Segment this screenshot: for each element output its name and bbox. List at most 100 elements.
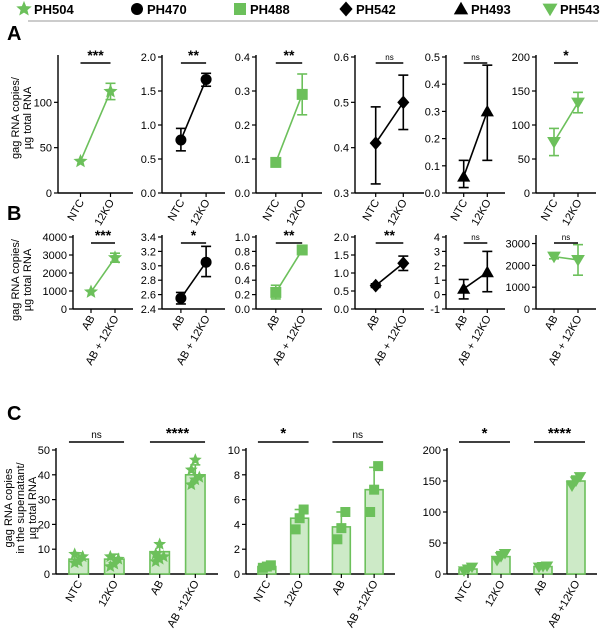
x-tick-label: AB	[170, 314, 188, 333]
ylabel-c-line3: µg total RNA	[27, 476, 39, 539]
y-tick-label: 100	[34, 97, 52, 109]
y-tick-label: 3.2	[141, 246, 156, 258]
y-tick-label: 1000	[43, 286, 67, 298]
data-point-diamond	[369, 136, 382, 151]
ylabel-c-line2: in the supernatant/	[15, 461, 27, 553]
data-point-square	[298, 504, 309, 515]
chart-a5: 0.0 0.1 0.2 0.3 0.4 0.5 NTC 12KO ns	[425, 52, 505, 228]
y-tick-label: 0.1	[235, 154, 250, 166]
y-tick-label: 2.8	[141, 275, 156, 287]
y-tick-label: 0	[435, 569, 441, 581]
y-tick-label: 2	[434, 261, 440, 273]
series-line	[79, 91, 112, 162]
y-tick-label: 0.4	[235, 275, 250, 287]
y-tick-label: 50	[40, 143, 52, 155]
y-tick-label: 2000	[506, 260, 530, 272]
x-tick-label: 12KO	[282, 578, 307, 609]
significance-label: ns	[471, 233, 479, 242]
x-tick-label: AB	[265, 314, 283, 333]
significance-label: *	[482, 425, 488, 442]
series-line	[275, 249, 303, 293]
y-tick-label: 0.4	[334, 143, 349, 155]
chart-a4: 0.3 0.4 0.5 0.6 NTC 12KO ns	[334, 52, 424, 228]
series-line	[553, 102, 579, 143]
data-point-circle	[175, 292, 187, 304]
ylabel-a-line1: gag RNA copies/	[10, 76, 22, 159]
data-point-star	[157, 549, 171, 563]
panel-label-b: B	[7, 203, 21, 225]
data-point-star	[184, 463, 198, 476]
series-line	[375, 262, 404, 287]
significance-label: **	[284, 47, 295, 63]
data-point-triangle-down	[465, 562, 479, 574]
y-tick-label: 0.5	[334, 97, 349, 109]
significance-label: *	[563, 47, 569, 63]
x-tick-label: AB	[532, 579, 550, 598]
data-point-star	[153, 552, 167, 565]
significance-label: ns	[385, 53, 393, 62]
x-tick-label: AB	[453, 314, 471, 333]
series-line	[462, 111, 489, 177]
data-point-circle	[175, 134, 187, 146]
bar	[184, 473, 206, 575]
legend-label: PH543	[560, 2, 600, 17]
data-point-star	[73, 153, 88, 168]
y-tick-label: 0.0	[425, 188, 440, 200]
y-tick-label: 3.4	[141, 232, 156, 244]
y-tick-label: 1.5	[141, 86, 156, 98]
significance-label: ***	[95, 227, 112, 243]
y-tick-label: 2000	[43, 268, 67, 280]
data-point-star	[76, 549, 90, 563]
y-tick-label: 0.2	[425, 134, 440, 146]
y-tick-label: 2.0	[334, 232, 349, 244]
y-tick-label: 1000	[506, 282, 530, 294]
y-tick-label: 0.3	[235, 86, 250, 98]
y-tick-label: 2.6	[141, 290, 156, 302]
series-line	[375, 101, 404, 144]
x-tick-label: 12KO	[93, 197, 118, 228]
data-point-triangle-up	[457, 282, 471, 294]
bar	[364, 488, 384, 575]
y-tick-label: 1.0	[141, 120, 156, 132]
panel-label-c: C	[7, 403, 21, 425]
ylabel-c: gag RNA copies in the supernatant/ µg to…	[3, 461, 39, 553]
y-tick-label: 0.0	[235, 188, 250, 200]
data-point-star	[103, 84, 118, 98]
x-tick-label: NTC	[261, 197, 283, 223]
y-tick-label: 0.3	[334, 188, 349, 200]
data-point-star	[149, 547, 163, 560]
data-point-triangle-up	[457, 170, 471, 182]
chart-a6: 0 50 100 150 200 NTC 12KO *	[512, 47, 596, 228]
bar	[331, 526, 352, 575]
x-tick-label: AB	[365, 314, 383, 333]
y-tick-label: 150	[512, 86, 530, 98]
significance-label: **	[284, 227, 295, 243]
x-tick-label: NTC	[252, 578, 274, 604]
panel-label-a: A	[7, 23, 21, 45]
y-tick-label: 1.0	[334, 268, 349, 280]
legend-marker-circle	[131, 3, 143, 15]
legend-label: PH470	[147, 2, 187, 17]
x-tick-label: 12KO	[385, 197, 410, 228]
y-tick-label: 2	[234, 544, 240, 556]
ylabel-b: gag RNA copies/ µg total RNA	[10, 238, 34, 321]
data-point-star	[103, 559, 117, 573]
chart-a3: 0.0 0.1 0.2 0.3 0.4 NTC 12KO **	[235, 47, 322, 228]
ylabel-a: gag RNA copies/ µg total RNA	[10, 76, 34, 159]
y-tick-label: 0.5	[334, 286, 349, 298]
data-point-star	[149, 554, 163, 568]
data-point-square	[294, 513, 305, 524]
x-tick-label: NTC	[64, 578, 86, 604]
data-point-square	[340, 507, 351, 517]
x-tick-label: 12KO	[284, 197, 309, 228]
data-point-star	[68, 556, 82, 569]
data-point-triangle-down	[498, 549, 512, 560]
legend-marker-square	[234, 3, 246, 15]
y-tick-label: 200	[512, 52, 530, 64]
data-point-star	[68, 547, 82, 560]
significance-label: ****	[166, 425, 190, 442]
data-point-square	[270, 286, 282, 298]
